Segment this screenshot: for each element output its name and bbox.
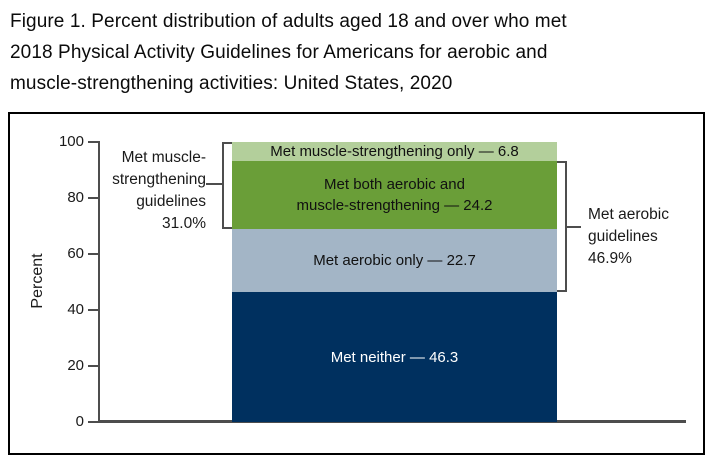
figure-title-line: Figure 1. Percent distribution of adults… [10, 11, 567, 32]
annotation-line: strengthening [112, 171, 206, 188]
y-tick-mark [88, 309, 98, 311]
y-tick-mark [88, 253, 98, 255]
stacked-bar: Met muscle-strengthening only — 6.8 Met … [232, 142, 557, 422]
y-axis-line [98, 141, 100, 423]
y-tick-mark [88, 141, 98, 143]
bracket-aerobic-guidelines [557, 161, 567, 293]
figure-title: Figure 1. Percent distribution of adults… [10, 6, 710, 99]
annotation-line: 31.0% [162, 215, 206, 232]
y-tick-label: 40 [67, 301, 84, 318]
annotation-line: guidelines [136, 193, 206, 210]
y-tick-mark [88, 197, 98, 199]
figure-title-line: muscle-strengthening activities: United … [10, 73, 453, 94]
y-tick-label: 60 [67, 245, 84, 262]
segment-met-muscle-strengthening-only: Met muscle-strengthening only — 6.8 [232, 142, 557, 162]
annotation-line: 46.9% [588, 250, 632, 267]
y-tick-mark [88, 365, 98, 367]
segment-label: muscle-strengthening — 24.2 [296, 196, 493, 214]
segment-label: Met aerobic only — 22.7 [313, 252, 476, 270]
segment-met-aerobic-only: Met aerobic only — 22.7 [232, 228, 557, 293]
chart-panel: Percent 0 20 40 60 80 100 Met muscle-strength… [8, 112, 705, 455]
annotation-aerobic-guidelines: Met aerobic guidelines 46.9% [588, 204, 708, 270]
annotation-line: Met muscle- [121, 149, 206, 166]
segment-label: Met neither — 46.3 [330, 348, 459, 366]
bracket-muscle-strengthening-guidelines [222, 142, 232, 229]
segment-met-both-aerobic-and-muscle-strengthening: Met both aerobic and muscle-strengthenin… [232, 161, 557, 229]
y-tick-label: 0 [75, 413, 84, 430]
y-tick-mark [88, 421, 98, 423]
bracket-connector-right [567, 226, 581, 228]
bracket-connector-left [206, 183, 222, 185]
annotation-line: guidelines [588, 228, 658, 245]
segment-label: Met muscle-strengthening only — 6.8 [270, 143, 519, 161]
segment-met-neither: Met neither — 46.3 [232, 292, 557, 422]
y-tick-label: 100 [58, 133, 84, 150]
segment-label: Met both aerobic and [324, 175, 465, 193]
annotation-line: Met aerobic [588, 206, 669, 223]
y-tick-label: 20 [67, 357, 84, 374]
figure-title-line: 2018 Physical Activity Guidelines for Am… [10, 42, 548, 63]
annotation-muscle-strengthening-guidelines: Met muscle- strengthening guidelines 31.… [58, 147, 206, 235]
y-tick-label: 80 [67, 189, 84, 206]
